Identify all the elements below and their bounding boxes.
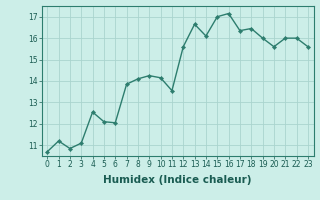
X-axis label: Humidex (Indice chaleur): Humidex (Indice chaleur) bbox=[103, 175, 252, 185]
